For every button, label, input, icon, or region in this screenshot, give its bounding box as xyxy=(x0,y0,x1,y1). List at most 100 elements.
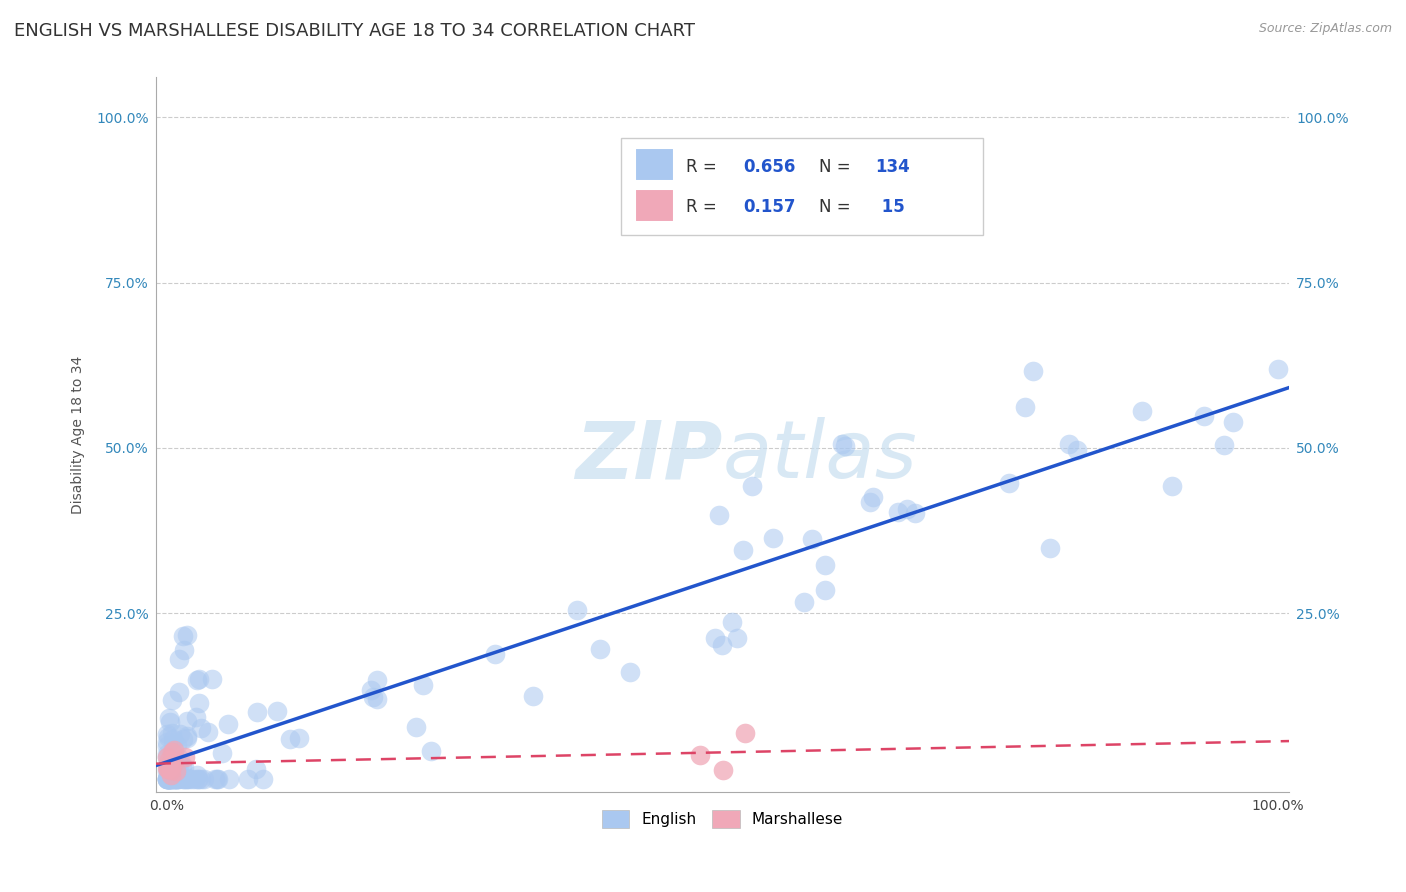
Point xyxy=(156,772,179,786)
Point xyxy=(1222,415,1244,429)
Point xyxy=(156,747,179,762)
Point xyxy=(166,772,188,786)
Point xyxy=(1132,404,1154,418)
Point xyxy=(731,542,754,557)
Point xyxy=(711,763,734,777)
Point xyxy=(172,629,194,643)
Point xyxy=(160,745,183,759)
Point xyxy=(887,505,910,519)
Point xyxy=(734,725,756,739)
Y-axis label: Disability Age 18 to 34: Disability Age 18 to 34 xyxy=(72,356,86,514)
Point xyxy=(169,684,191,698)
Point xyxy=(190,772,212,786)
Point xyxy=(862,490,884,504)
Point xyxy=(859,495,882,509)
Point xyxy=(186,768,208,782)
Point xyxy=(205,772,228,786)
Point xyxy=(725,632,748,646)
Point xyxy=(157,762,180,776)
Point xyxy=(157,730,180,744)
Point xyxy=(1039,541,1062,556)
Point xyxy=(176,772,198,786)
Point xyxy=(565,603,588,617)
Point xyxy=(814,583,837,598)
Point xyxy=(176,729,198,743)
Point xyxy=(252,772,274,786)
Point xyxy=(188,672,211,686)
Point xyxy=(159,768,181,782)
Point xyxy=(162,758,184,772)
Point xyxy=(156,739,179,754)
Point xyxy=(201,672,224,686)
Point xyxy=(173,759,195,773)
Point xyxy=(162,739,184,753)
Point xyxy=(163,772,186,786)
Point xyxy=(266,704,288,718)
Legend: English, Marshallese: English, Marshallese xyxy=(596,804,849,834)
Text: atlas: atlas xyxy=(723,417,917,495)
Point xyxy=(156,727,179,741)
Text: R =: R = xyxy=(686,199,723,217)
Point xyxy=(167,756,190,770)
Point xyxy=(998,476,1021,491)
Point xyxy=(156,734,179,748)
Point xyxy=(246,705,269,719)
Point xyxy=(211,746,233,760)
Point xyxy=(157,766,180,780)
Point xyxy=(169,727,191,741)
Point xyxy=(1057,436,1080,450)
Point xyxy=(1192,409,1215,423)
Point xyxy=(709,508,731,523)
Point xyxy=(204,772,226,786)
Point xyxy=(1014,400,1036,414)
Point xyxy=(165,764,187,779)
Text: R =: R = xyxy=(686,158,723,176)
Point xyxy=(157,758,180,772)
Point xyxy=(156,764,179,779)
Point xyxy=(190,721,212,735)
Point xyxy=(366,692,388,706)
Point xyxy=(162,772,184,786)
Point xyxy=(186,673,208,687)
Point xyxy=(170,759,193,773)
Point xyxy=(236,772,259,786)
Point xyxy=(619,665,641,679)
Point xyxy=(419,744,441,758)
Point xyxy=(160,772,183,786)
Point xyxy=(163,772,186,786)
Point xyxy=(156,750,179,764)
Point xyxy=(162,772,184,786)
Point xyxy=(156,750,179,764)
Text: 0.157: 0.157 xyxy=(742,199,796,217)
Point xyxy=(157,764,180,778)
FancyBboxPatch shape xyxy=(636,189,673,222)
Point xyxy=(160,725,183,739)
Point xyxy=(689,748,711,763)
Text: ZIP: ZIP xyxy=(575,417,723,495)
Point xyxy=(156,772,179,786)
Point xyxy=(157,772,180,786)
Point xyxy=(207,772,229,786)
Point xyxy=(162,692,184,706)
Point xyxy=(157,772,180,786)
Point xyxy=(896,502,918,516)
Point xyxy=(159,714,181,729)
Point xyxy=(278,732,301,747)
Point xyxy=(793,595,815,609)
Point xyxy=(361,690,384,704)
Text: N =: N = xyxy=(818,158,856,176)
Point xyxy=(173,772,195,786)
Point xyxy=(157,711,180,725)
Point xyxy=(176,731,198,746)
Point xyxy=(704,631,727,645)
Point xyxy=(831,436,853,450)
Point xyxy=(176,628,198,642)
Point xyxy=(904,506,927,520)
Point xyxy=(159,772,181,786)
Point xyxy=(165,772,187,786)
Point xyxy=(1160,479,1182,493)
Point xyxy=(245,763,267,777)
Point xyxy=(159,763,181,777)
Point xyxy=(1213,438,1236,452)
Point xyxy=(187,772,209,786)
